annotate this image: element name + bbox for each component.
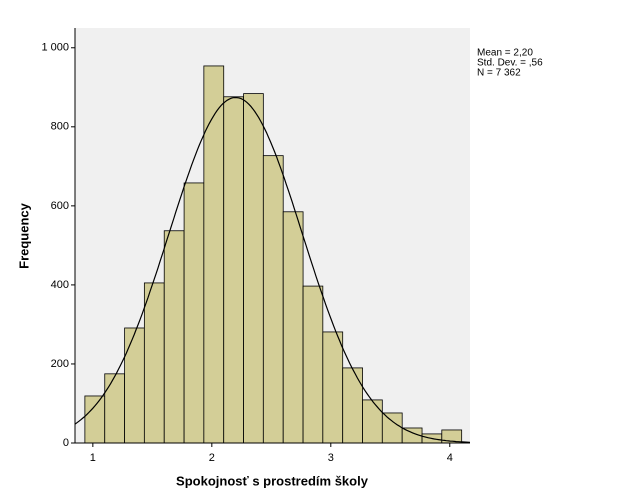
bar bbox=[84, 395, 106, 444]
bar bbox=[203, 65, 225, 444]
bar bbox=[223, 96, 244, 444]
bar bbox=[124, 327, 145, 444]
bar bbox=[143, 282, 165, 444]
bar bbox=[282, 211, 304, 444]
y-tick-label: 600 bbox=[51, 200, 69, 212]
bar bbox=[381, 412, 403, 444]
x-tick-label: 1 bbox=[90, 452, 96, 464]
y-tick-label: 800 bbox=[51, 121, 69, 133]
bar bbox=[322, 331, 344, 444]
bar bbox=[302, 285, 324, 444]
y-tick-label: 0 bbox=[63, 437, 69, 449]
stat-label: N = 7 362 bbox=[477, 68, 521, 79]
stat-label: Std. Dev. = ,56 bbox=[477, 58, 543, 69]
normal-curve bbox=[74, 96, 471, 443]
y-tick-label: 400 bbox=[51, 279, 69, 291]
y-axis-title: Frequency bbox=[16, 202, 31, 269]
bar bbox=[262, 155, 284, 444]
bar bbox=[243, 93, 264, 444]
stat-label: Mean = 2,20 bbox=[477, 48, 533, 59]
bar bbox=[104, 373, 126, 444]
x-tick-label: 4 bbox=[447, 452, 453, 464]
y-tick-label: 200 bbox=[51, 358, 69, 370]
bar bbox=[342, 367, 363, 444]
x-tick-label: 3 bbox=[328, 452, 334, 464]
x-axis-title: Spokojnosť s prostredím školy bbox=[176, 473, 369, 488]
bar bbox=[163, 230, 185, 444]
x-tick-label: 2 bbox=[209, 452, 215, 464]
bar bbox=[362, 399, 383, 444]
bar bbox=[183, 182, 205, 444]
y-tick-label: 1 000 bbox=[41, 42, 69, 54]
